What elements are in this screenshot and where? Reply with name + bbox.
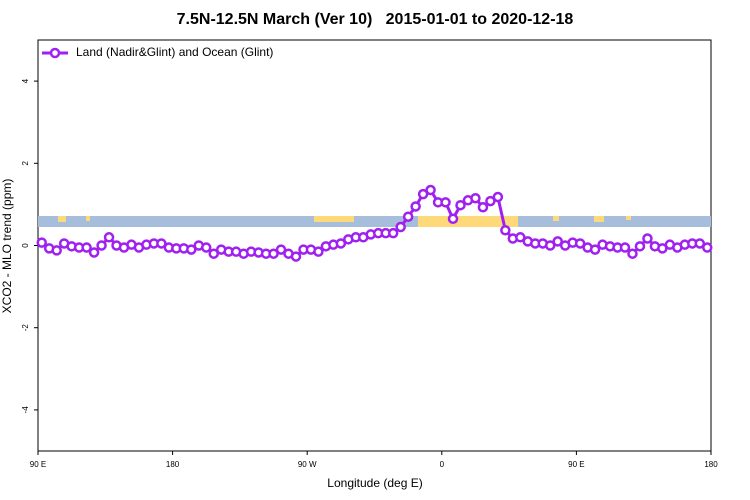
data-point	[485, 195, 496, 207]
data-point	[492, 191, 504, 203]
data-point	[103, 232, 115, 243]
data-point	[470, 192, 481, 204]
data-point	[313, 246, 324, 257]
data-point	[410, 201, 421, 212]
data-point	[642, 233, 653, 244]
data-point	[51, 245, 62, 256]
data-point	[574, 238, 586, 249]
x-tick-label: 180	[166, 460, 180, 469]
data-point	[455, 199, 466, 211]
x-tick-label: 90 W	[298, 460, 317, 469]
data-point	[417, 188, 429, 200]
data-point	[290, 251, 302, 262]
data-point	[589, 244, 601, 255]
y-tick-label: 0	[21, 243, 30, 248]
data-point	[387, 227, 399, 239]
data-point	[619, 242, 631, 253]
y-tick-label: -2	[21, 324, 30, 332]
land-band	[594, 216, 604, 222]
land-band	[86, 216, 90, 221]
x-tick-label: 180	[704, 460, 718, 469]
data-point	[201, 242, 212, 253]
x-tick-label: 0	[440, 460, 445, 469]
data-point	[275, 244, 287, 255]
x-tick-label: 90 E	[30, 460, 46, 469]
land-band	[58, 216, 66, 222]
data-point	[627, 248, 638, 259]
x-axis-label: Longitude (deg E)	[327, 476, 422, 490]
land-band	[553, 216, 559, 221]
data-point	[395, 221, 406, 233]
data-point	[440, 197, 451, 208]
legend: Land (Nadir&Glint) and Ocean (Glint)	[42, 45, 273, 59]
data-point	[552, 236, 563, 247]
land-band	[418, 216, 518, 227]
data-point	[81, 242, 92, 253]
y-tick-label: 2	[21, 161, 30, 166]
y-axis-label: XCO2 - MLO trend (ppm)	[0, 179, 14, 314]
data-point	[402, 211, 414, 222]
legend-marker	[49, 47, 61, 59]
data-point	[544, 240, 556, 251]
data-point	[447, 213, 459, 225]
data-point	[515, 232, 526, 243]
data-point	[702, 242, 713, 253]
x-tick-label: 90 E	[568, 460, 584, 469]
land-ocean-mask	[38, 216, 711, 227]
data-point	[425, 184, 436, 196]
y-tick-label: 4	[21, 78, 30, 83]
data-point	[156, 238, 167, 249]
data-point	[335, 238, 347, 249]
chart-title: 7.5N-12.5N March (Ver 10) 2015-01-01 to …	[177, 11, 574, 28]
data-point	[208, 248, 219, 259]
data-point	[500, 225, 511, 236]
data-point	[36, 237, 47, 248]
data-point	[268, 248, 279, 259]
data-point	[96, 240, 107, 251]
data-point	[88, 247, 100, 258]
land-band	[626, 216, 631, 220]
land-band	[314, 216, 354, 222]
data-point	[634, 241, 646, 252]
data-point	[186, 244, 197, 255]
y-tick-label: -4	[21, 406, 30, 414]
data-point	[694, 238, 706, 249]
data-point	[477, 202, 489, 213]
ocean-band	[38, 216, 711, 227]
legend-label: Land (Nadir&Glint) and Ocean (Glint)	[76, 45, 273, 59]
